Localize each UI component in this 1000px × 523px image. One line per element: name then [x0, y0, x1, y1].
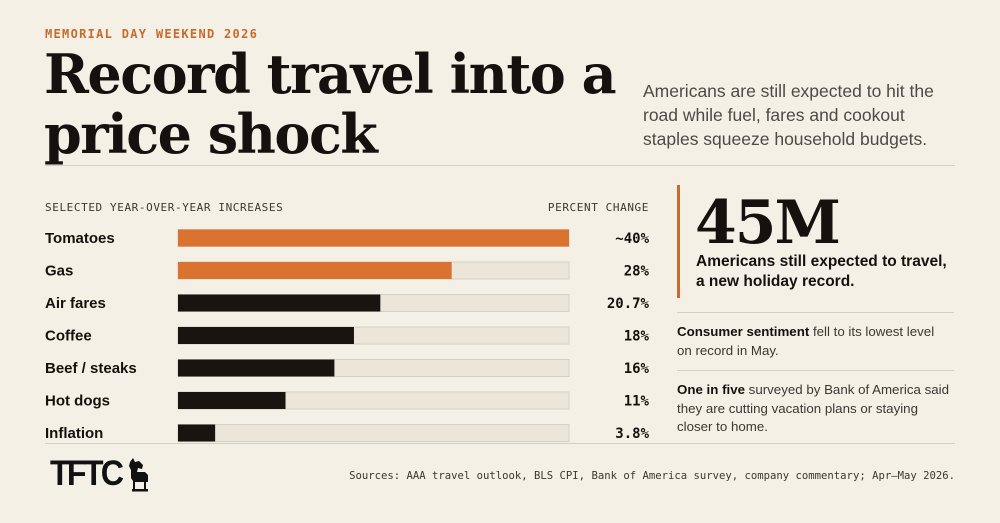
note-consumer-sentiment: Consumer sentiment fell to its lowest le…: [677, 323, 952, 360]
bar-coffee: [178, 327, 354, 344]
value-label-coffee: 18%: [624, 329, 650, 345]
note-text: fell to its lowest level on record in Ma…: [677, 324, 935, 358]
bar-air-fares: [178, 294, 381, 312]
bar-hot-dogs: [178, 392, 286, 409]
value-label-gas: 28%: [624, 264, 650, 280]
big-stat: 45M: [695, 188, 841, 258]
category-label-coffee: Coffee: [45, 328, 92, 345]
bar-beef-steaks: [178, 359, 335, 377]
value-label-tomatoes: ~40%: [615, 231, 649, 247]
sources-note: Sources: AAA travel outlook, BLS CPI, Ba…: [349, 470, 955, 482]
chart-header-right: PERCENT CHANGE: [547, 201, 649, 214]
bar-inflation: [178, 424, 216, 442]
value-label-inflation: 3.8%: [615, 426, 649, 442]
subtitle: Americans are still expected to hit the …: [643, 81, 934, 149]
category-label-inflation: Inflation: [45, 425, 103, 442]
category-label-beef-steaks: Beef / steaks: [45, 360, 137, 377]
bar-tomatoes: [178, 229, 569, 247]
footer-divider: [45, 443, 955, 444]
stat-accent-bar: [677, 185, 680, 298]
value-label-hot-dogs: 11%: [624, 394, 650, 410]
bar-track-inflation: [177, 424, 570, 442]
category-label-gas: Gas: [45, 263, 73, 280]
bar-gas: [178, 262, 452, 279]
header-divider: [45, 165, 955, 166]
category-label-tomatoes: Tomatoes: [45, 230, 115, 247]
big-stat-description: Americans still expected to travel, a ne…: [696, 253, 947, 290]
category-label-air-fares: Air fares: [45, 295, 106, 312]
note-vacation-plans: One in five surveyed by Bank of America …: [677, 381, 952, 437]
category-label-hot-dogs: Hot dogs: [45, 393, 110, 410]
logo-text: TFTC: [50, 454, 124, 493]
note-text: surveyed by Bank of America said they ar…: [677, 382, 949, 434]
sidebar-divider: [677, 370, 954, 371]
page-title: Record travel into a price shock: [44, 42, 617, 166]
chart-header-left: SELECTED YEAR-OVER-YEAR INCREASES: [45, 201, 284, 214]
sidebar-divider: [677, 312, 954, 313]
tftc-logo[interactable]: TFTC: [50, 454, 153, 493]
note-bold: One in five: [677, 382, 745, 397]
value-label-air-fares: 20.7%: [607, 296, 650, 312]
kicker: MEMORIAL DAY WEEKEND 2026: [45, 27, 259, 41]
value-label-beef-steaks: 16%: [624, 361, 650, 377]
note-bold: Consumer sentiment: [677, 324, 810, 339]
horse-icon: [129, 458, 149, 492]
